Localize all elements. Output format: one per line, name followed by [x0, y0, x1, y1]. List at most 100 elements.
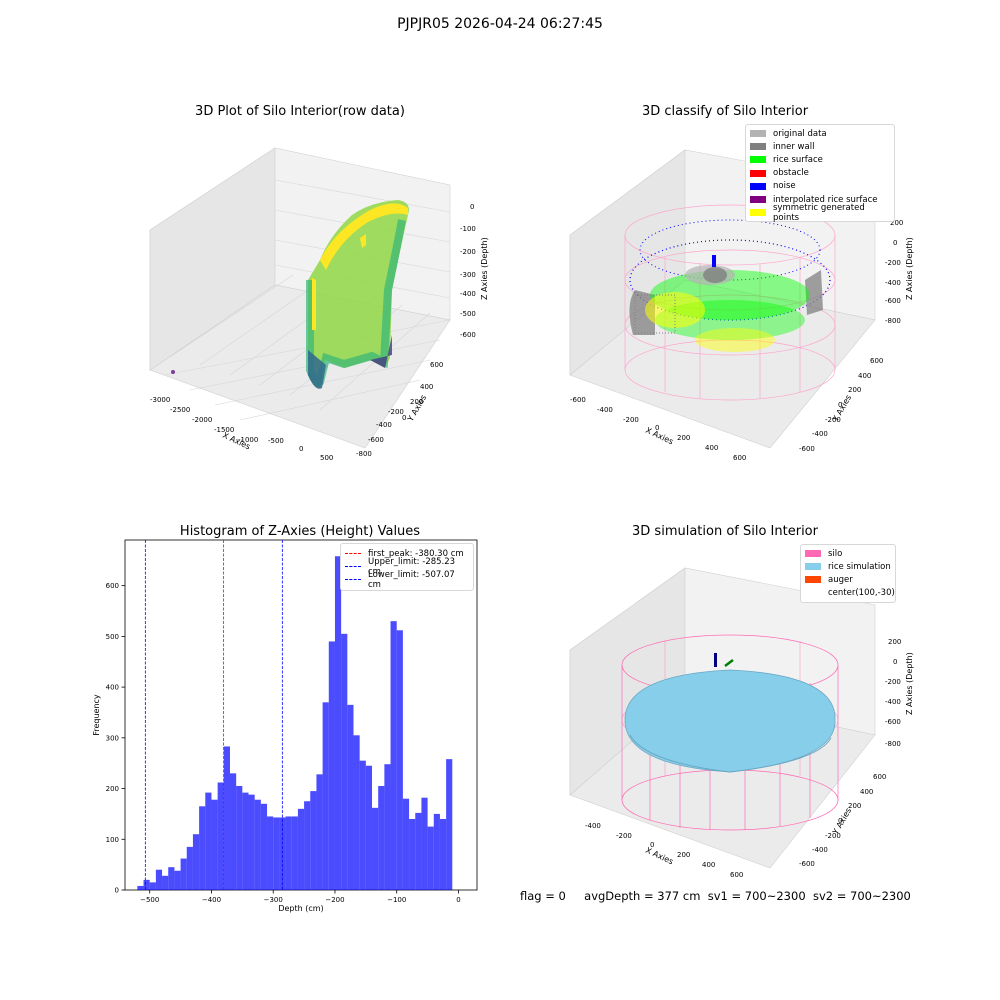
x-tick-label: −100 [387, 896, 406, 904]
x-axis-label: X Axies [221, 431, 252, 452]
histogram-bar [285, 816, 292, 890]
histogram-bar [273, 817, 280, 890]
svg-text:0: 0 [838, 817, 842, 825]
svg-text:-200: -200 [825, 832, 841, 840]
histogram-bar [409, 818, 416, 890]
svg-text:0: 0 [838, 401, 842, 409]
axis-ticks-sim: -400 -200 0 200 400 600 600 400 200 0 -2… [585, 638, 901, 879]
histogram-bar [347, 704, 354, 890]
svg-text:600: 600 [430, 361, 443, 369]
histogram-bar [229, 773, 237, 890]
svg-text:-1000: -1000 [238, 436, 258, 444]
histogram-bar [205, 792, 212, 890]
legend-item-original-data: original data [750, 127, 890, 140]
legend-item-upper-limit: Upper_limit: -285.23 cm [345, 557, 469, 577]
histogram-bar [341, 633, 348, 890]
histogram-bar [353, 735, 360, 890]
status-line: flag = 0 avgDepth = 377 cm sv1 = 700~230… [520, 889, 911, 903]
svg-text:400: 400 [705, 444, 718, 452]
svg-text:-200: -200 [388, 408, 404, 416]
histogram-bar [365, 765, 373, 890]
svg-text:0: 0 [470, 203, 474, 211]
svg-text:600: 600 [873, 773, 886, 781]
x-tick-label: −500 [140, 896, 159, 904]
avg-depth-text: avgDepth = 377 cm [584, 889, 701, 903]
svg-text:0: 0 [299, 445, 303, 453]
svg-text:200: 200 [888, 638, 901, 646]
svg-text:-800: -800 [885, 740, 901, 748]
svg-text:0: 0 [650, 841, 654, 849]
y-axis-label: Y Axies [405, 393, 428, 423]
histogram-bar [155, 869, 163, 890]
svg-text:400: 400 [858, 372, 871, 380]
histogram-bar [427, 826, 434, 890]
svg-text:-400: -400 [460, 290, 476, 298]
svg-text:500: 500 [320, 454, 333, 462]
classify-3d-plot: -600 -400 -200 0 200 400 600 600 400 200… [569, 149, 914, 462]
svg-text:-600: -600 [799, 445, 815, 453]
svg-text:-200: -200 [616, 832, 632, 840]
histogram-plot: −500 −400 −300 −200 −100 0 0 100 200 300 400 500 60… [92, 539, 478, 913]
histogram-bar [359, 760, 366, 890]
svg-text:-500: -500 [460, 310, 476, 318]
legend-item-rice-surface: rice surface [750, 153, 890, 166]
histogram-bar [316, 774, 323, 890]
legend-item-inner-wall: inner wall [750, 140, 890, 153]
histogram-bar [402, 798, 410, 890]
svg-text:-400: -400 [376, 421, 392, 429]
legend-item-first-peak: first_peak: -380.30 cm [345, 547, 469, 560]
svg-text:0: 0 [893, 239, 897, 247]
histogram-bar [279, 817, 286, 890]
histogram-bar [192, 834, 200, 890]
svg-text:-1500: -1500 [214, 426, 234, 434]
histogram-bar [162, 875, 169, 890]
flag-text: flag = 0 [520, 889, 566, 903]
histogram-bar [439, 818, 447, 890]
sv1-text: sv1 = 700~2300 [707, 889, 806, 903]
histogram-bar [211, 799, 218, 890]
svg-text:400: 400 [860, 788, 873, 796]
histogram-y-ticks: 0 100 200 300 400 500 600 [106, 582, 125, 895]
svg-text:-600: -600 [885, 297, 901, 305]
simulation-3d-plot: -400 -200 0 200 400 600 600 400 200 0 -2… [569, 567, 914, 879]
legend-item-lower-limit: Lower_limit: -507.07 cm [345, 570, 469, 590]
svg-text:0: 0 [893, 658, 897, 666]
svg-text:-200: -200 [825, 416, 841, 424]
svg-text:-600: -600 [885, 718, 901, 726]
raw-3d-plot: -3000 -2500 -2000 -1500 -1000 -500 0 500… [149, 147, 489, 462]
axis-ticks-raw: -3000 -2500 -2000 -1500 -1000 -500 0 500… [150, 203, 476, 462]
class-points [629, 219, 831, 352]
subplot-title-classify: 3D classify of Silo Interior [641, 104, 809, 119]
legend-item-interpolated: interpolated rice surface [750, 193, 890, 206]
svg-text:-800: -800 [885, 317, 901, 325]
histogram-bar [186, 846, 193, 890]
histogram-bar [378, 786, 385, 890]
sv2-text: sv2 = 700~2300 [812, 889, 911, 903]
legend-item-symmetric: symmetric generated points [750, 203, 890, 223]
svg-text:-100: -100 [460, 225, 476, 233]
svg-text:-600: -600 [460, 331, 476, 339]
y-tick-label: 300 [106, 734, 119, 742]
svg-text:200: 200 [677, 434, 690, 442]
histogram-bar [415, 812, 422, 890]
y-tick-label: 0 [115, 887, 119, 895]
legend-histogram: first_peak: -380.30 cm Upper_limit: -285… [340, 543, 474, 591]
y-tick-label: 600 [106, 582, 119, 590]
histogram-bar [334, 556, 342, 890]
figure-title: PJPJR05 2026-04-24 06:27:45 [397, 16, 603, 32]
x-tick-label: −300 [264, 896, 283, 904]
x-axis-label: X Axies [644, 846, 675, 867]
svg-text:-3000: -3000 [150, 396, 170, 404]
svg-text:-600: -600 [368, 436, 384, 444]
legend-item-silo: silo [805, 547, 891, 560]
y-tick-label: 500 [106, 633, 119, 641]
y-axis-label: Frequency [92, 694, 101, 736]
histogram-bar [390, 621, 397, 890]
z-axis-label: Z Axies (Depth) [905, 237, 914, 300]
z-axis-label: Z Axies (Depth) [905, 652, 914, 715]
svg-text:-800: -800 [356, 450, 372, 458]
legend-item-rice-simulation: rice simulation [805, 560, 891, 573]
x-tick-label: 0 [456, 896, 460, 904]
svg-text:600: 600 [730, 871, 743, 879]
legend-item-obstacle: obstacle [750, 167, 890, 180]
